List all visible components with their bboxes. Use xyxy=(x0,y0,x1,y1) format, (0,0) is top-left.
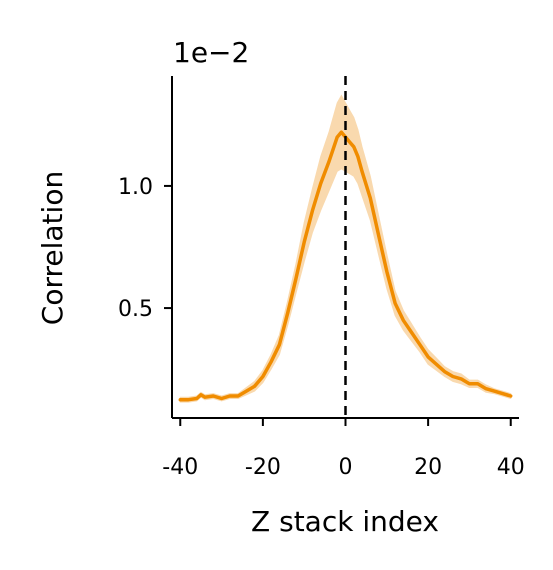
x-tick-label: 20 xyxy=(414,455,442,480)
x-tick-label: 40 xyxy=(497,455,525,480)
x-ticks: -40 -20 0 20 40 xyxy=(162,418,525,480)
axis-offset-label: 1e−2 xyxy=(173,36,249,69)
y-tick-label: 0.5 xyxy=(118,297,153,322)
y-tick-label: 1.0 xyxy=(118,175,153,200)
x-tick-label: 0 xyxy=(339,455,353,480)
y-ticks: 0.5 1.0 xyxy=(118,175,172,322)
x-tick-label: -20 xyxy=(245,455,281,480)
y-axis-label: Correlation xyxy=(36,171,69,325)
x-tick-label: -40 xyxy=(162,455,198,480)
series-line-0 xyxy=(178,130,513,402)
x-axis-label: Z stack index xyxy=(251,505,439,538)
plot-area xyxy=(178,76,513,418)
